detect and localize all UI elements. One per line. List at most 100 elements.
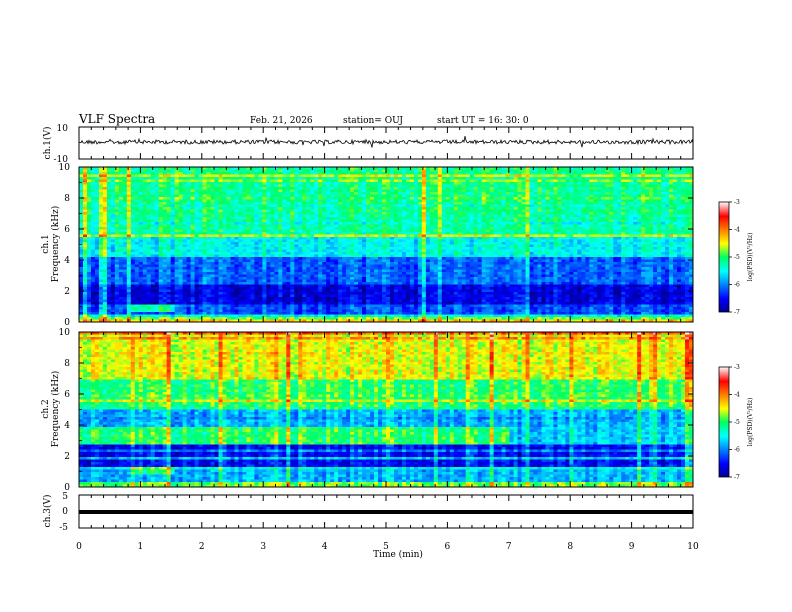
spectrogram-cell bbox=[298, 234, 303, 238]
spectrogram-cell bbox=[378, 229, 383, 233]
spectrogram-cell bbox=[306, 212, 311, 215]
spectrogram-cell bbox=[278, 187, 283, 190]
spectrogram-cell bbox=[242, 279, 247, 283]
spectrogram-cell bbox=[389, 234, 395, 238]
spectrogram-cell bbox=[142, 199, 148, 203]
spectrogram-cell bbox=[266, 272, 271, 275]
spectrogram-cell bbox=[162, 307, 168, 310]
spectrogram-cell bbox=[206, 319, 211, 323]
spectrogram-cell bbox=[178, 217, 184, 220]
spectrogram-cell bbox=[162, 247, 168, 250]
spectrogram-cell bbox=[122, 194, 128, 198]
spectrogram-cell bbox=[314, 287, 319, 290]
spectrogram-cell bbox=[238, 244, 243, 248]
spectrogram-cell bbox=[278, 294, 283, 298]
spectrogram-cell bbox=[230, 299, 235, 303]
spectrogram-cell bbox=[150, 252, 156, 255]
spectrogram-cell bbox=[302, 317, 307, 320]
spectrogram-cell bbox=[338, 197, 343, 200]
spectrogram-cell bbox=[358, 307, 363, 310]
spectrogram-cell bbox=[158, 289, 164, 293]
spectrogram-cell bbox=[282, 284, 287, 288]
spectrogram-cell bbox=[194, 199, 200, 203]
spectrogram-cell bbox=[382, 274, 387, 278]
spectrogram-cell bbox=[389, 259, 395, 263]
spectrogram-cell bbox=[86, 292, 92, 295]
spectrogram-cell bbox=[154, 212, 160, 215]
spectrogram-cell bbox=[134, 219, 140, 223]
spectrogram-cell bbox=[110, 269, 116, 273]
spectrogram-cell bbox=[334, 317, 339, 320]
spectrogram-cell bbox=[154, 264, 160, 268]
spectrogram-cell bbox=[374, 234, 379, 238]
spectrogram-cell bbox=[298, 229, 303, 233]
spectrogram-cell bbox=[214, 199, 219, 203]
spectrogram-cell bbox=[254, 244, 259, 248]
spectrogram-cell bbox=[102, 297, 108, 300]
spectrogram-cell bbox=[338, 174, 343, 178]
spectrogram-cell bbox=[326, 234, 331, 238]
spectrogram-cell bbox=[94, 249, 100, 253]
spectrogram-cell bbox=[393, 312, 399, 315]
spectrogram-cell bbox=[250, 317, 255, 320]
spectrogram-cell bbox=[278, 167, 283, 170]
spectrogram-cell bbox=[282, 292, 287, 295]
spectrogram-cell bbox=[226, 187, 231, 190]
spectrogram-cell bbox=[158, 239, 164, 243]
spectrogram-cell bbox=[178, 262, 184, 265]
spectrogram-cell bbox=[393, 244, 399, 248]
spectrogram-cell bbox=[150, 172, 156, 175]
spectrogram-cell bbox=[306, 214, 311, 218]
spectrogram-cell bbox=[90, 177, 96, 180]
spectrogram-cell bbox=[262, 219, 267, 223]
spectrogram-cell bbox=[378, 222, 383, 225]
spectrogram-cell bbox=[262, 199, 267, 203]
spectrogram-cell bbox=[98, 312, 104, 315]
spectrogram-cell bbox=[286, 302, 291, 305]
spectrogram-cell bbox=[138, 234, 144, 238]
spectrogram-cell bbox=[174, 242, 180, 245]
spectrogram-cell bbox=[182, 207, 188, 210]
spectrogram-cell bbox=[393, 279, 399, 283]
spectrogram-cell bbox=[162, 224, 168, 228]
spectrogram-cell bbox=[334, 229, 339, 233]
spectrogram-cell bbox=[378, 289, 383, 293]
spectrogram-cell bbox=[146, 192, 152, 195]
spectrogram-cell bbox=[90, 242, 96, 245]
spectrogram-cell bbox=[170, 317, 176, 320]
spectrogram-cell bbox=[202, 197, 207, 200]
spectrogram-cell bbox=[290, 192, 295, 195]
spectrogram-cell bbox=[174, 247, 180, 250]
spectrogram-cell bbox=[378, 179, 383, 183]
spectrogram-cell bbox=[138, 197, 144, 200]
spectrogram-cell bbox=[326, 242, 331, 245]
spectrogram-cell bbox=[386, 267, 391, 270]
spectrogram-cell bbox=[306, 177, 311, 180]
spectrogram-cell bbox=[338, 199, 343, 203]
spectrogram-cell bbox=[362, 272, 367, 275]
spectrogram-cell bbox=[134, 269, 140, 273]
spectrogram-cell bbox=[334, 177, 339, 180]
spectrogram-cell bbox=[270, 299, 275, 303]
spectrogram-cell bbox=[322, 179, 327, 183]
spectrogram-cell bbox=[162, 279, 168, 283]
spectrogram-cell bbox=[250, 277, 255, 280]
spectrogram-cell bbox=[298, 309, 303, 313]
spectrogram-cell bbox=[258, 239, 263, 243]
spectrogram-cell bbox=[350, 277, 355, 280]
spectrogram-cell bbox=[266, 282, 271, 285]
spectrogram-cell bbox=[290, 232, 295, 235]
spectrogram-cell bbox=[338, 189, 343, 193]
spectrogram-cell bbox=[354, 227, 359, 230]
spectrogram-cell bbox=[79, 307, 84, 310]
spectrogram-cell bbox=[386, 179, 391, 183]
spectrogram-cell bbox=[194, 312, 200, 315]
spectrogram-cell bbox=[166, 172, 172, 175]
spectrogram-cell bbox=[326, 317, 331, 320]
spectrogram-cell bbox=[190, 234, 196, 238]
spectrogram-cell bbox=[178, 277, 184, 280]
spectrogram-cell bbox=[322, 227, 327, 230]
spectrogram-cell bbox=[330, 252, 335, 255]
spectrogram-cell bbox=[250, 212, 255, 215]
spectrogram-cell bbox=[102, 289, 108, 293]
